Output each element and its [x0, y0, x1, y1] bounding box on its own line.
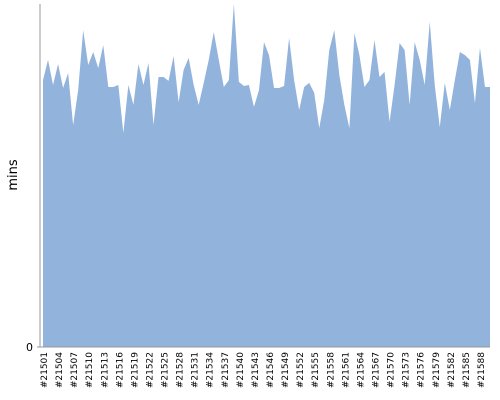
x-tick-label: #21585 [462, 352, 472, 388]
x-tick-label: #21540 [236, 352, 246, 388]
x-tick-label: #21564 [356, 352, 366, 388]
x-tick-label: #21549 [281, 352, 291, 388]
x-tick-label: #21555 [311, 352, 321, 388]
x-tick-label: #21567 [371, 352, 381, 388]
y-tick-label: 0 [26, 341, 33, 354]
x-tick-label: #21519 [130, 352, 140, 388]
y-axis-label: mins [6, 159, 21, 191]
x-tick-label: #21537 [221, 352, 231, 388]
x-tick-label: #21522 [145, 352, 155, 388]
x-tick-label: #21573 [402, 352, 412, 388]
x-tick-label: #21582 [447, 352, 457, 388]
x-tick-label: #21552 [296, 352, 306, 388]
x-tick-label: #21546 [266, 352, 276, 388]
x-tick-label: #21507 [70, 352, 80, 388]
x-tick-label: #21588 [477, 352, 487, 388]
x-tick-label: #21561 [341, 352, 351, 388]
x-tick-label: #21525 [161, 352, 171, 388]
x-tick-label: #21516 [115, 352, 125, 388]
x-tick-label: #21528 [176, 352, 186, 388]
x-tick-label: #21579 [432, 352, 442, 388]
x-tick-label: #21531 [191, 352, 201, 388]
x-tick-label: #21504 [55, 352, 65, 388]
area [43, 4, 490, 347]
x-tick-label: #21558 [326, 352, 336, 388]
x-tick-label: #21510 [85, 352, 95, 388]
x-tick-label: #21513 [100, 352, 110, 388]
x-tick-label: #21570 [387, 352, 397, 388]
x-tick-label: #21576 [417, 352, 427, 388]
x-tick-label: #21543 [251, 352, 261, 388]
x-tick-label: #21501 [40, 352, 50, 388]
x-tick-label: #21534 [206, 352, 216, 388]
